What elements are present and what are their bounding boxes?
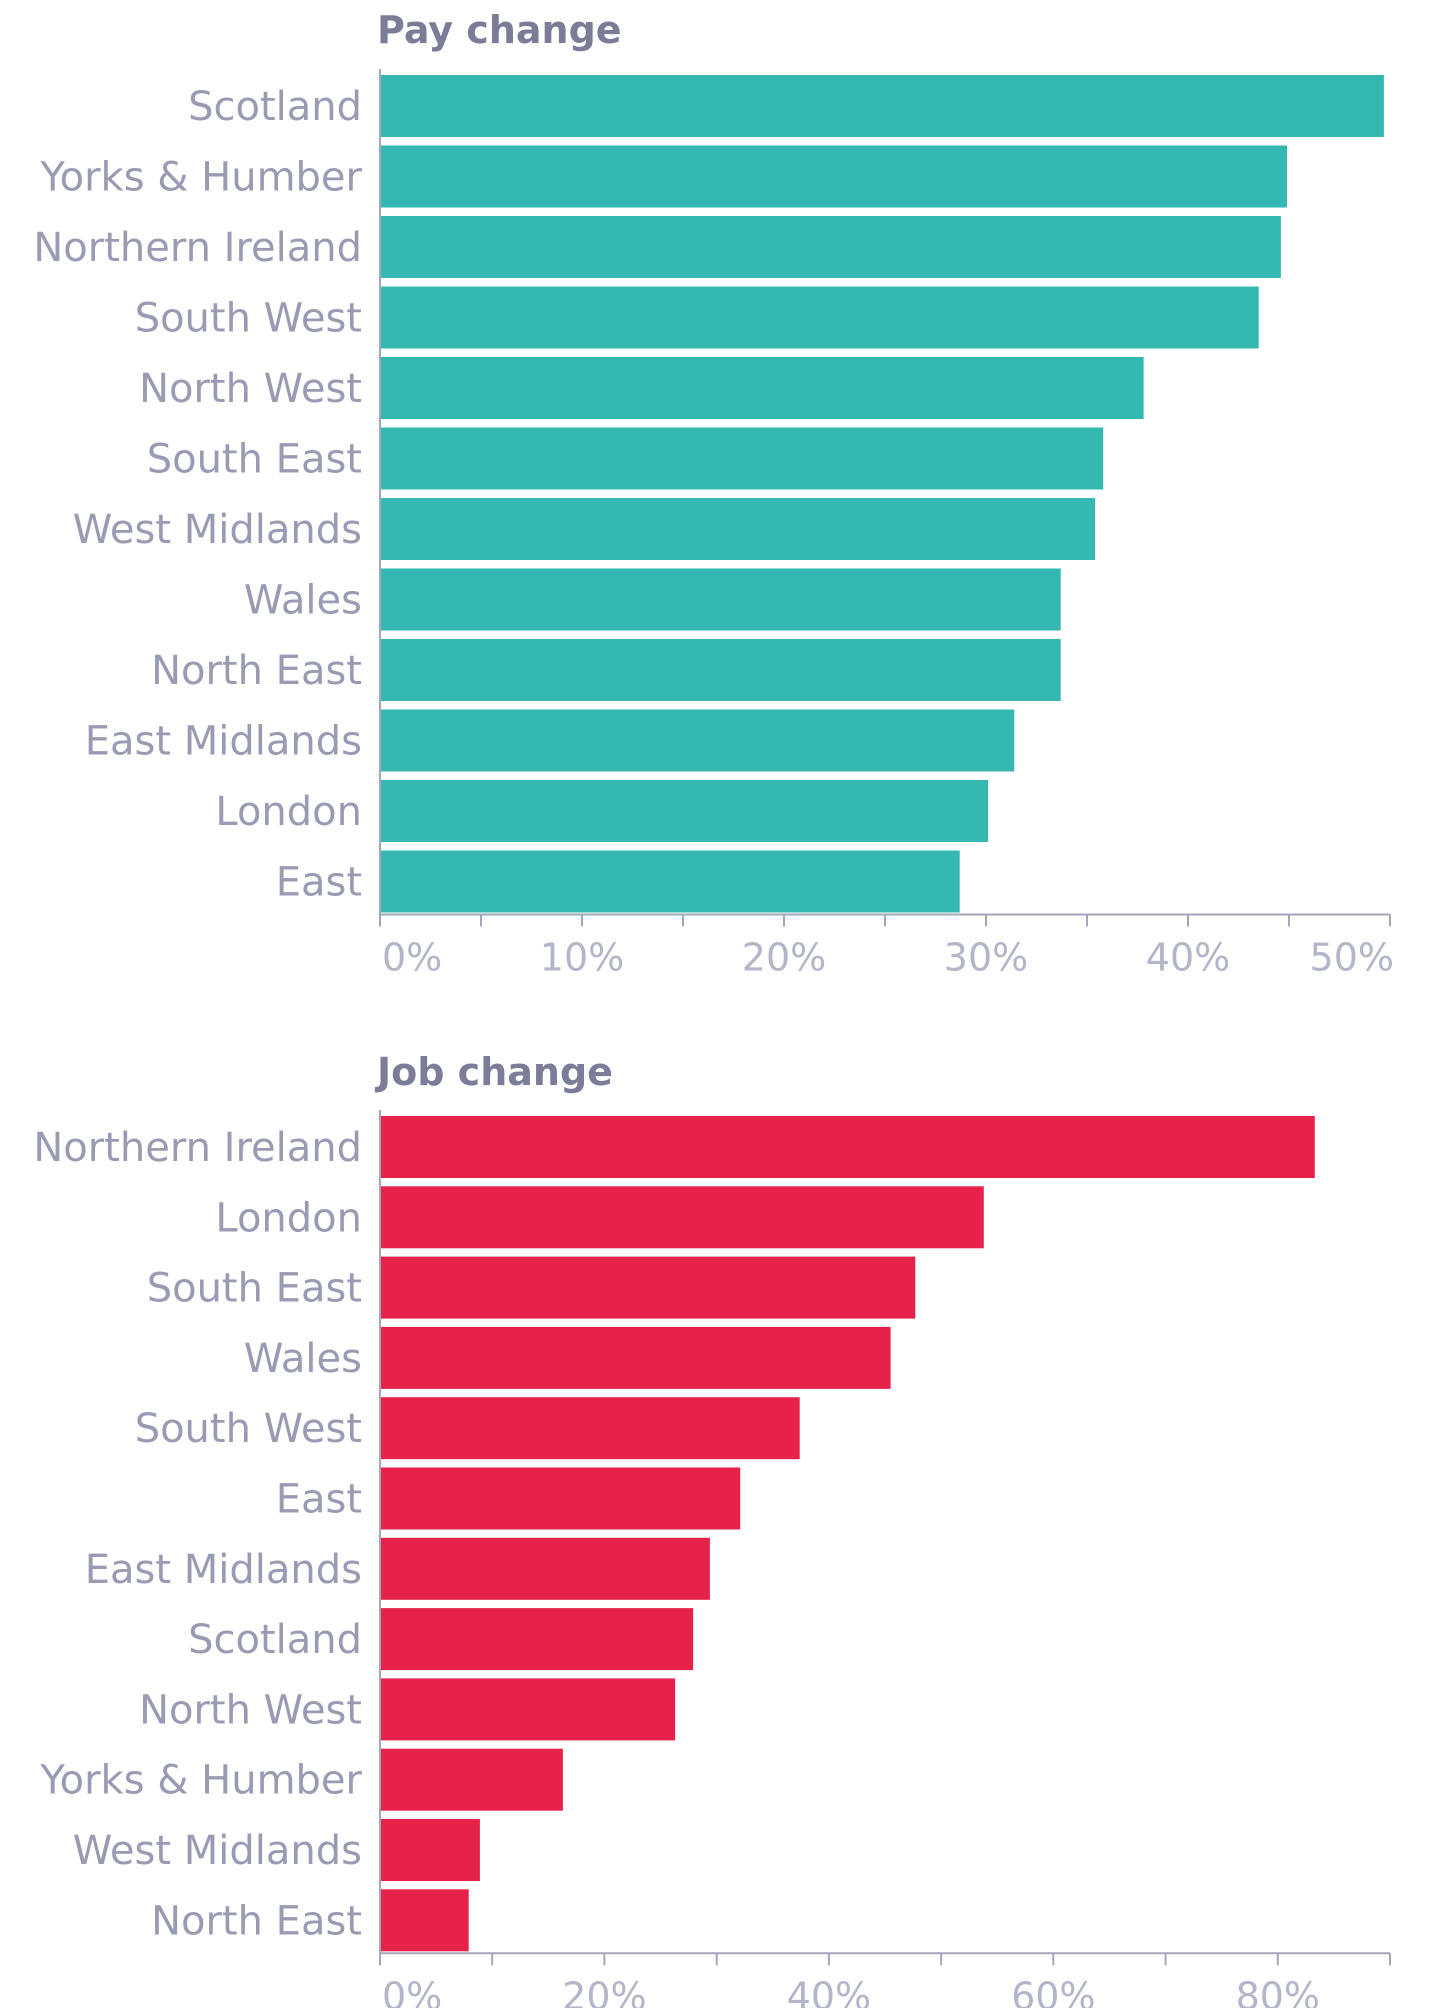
chart-title: Pay change bbox=[377, 8, 622, 52]
category-label: North East bbox=[151, 1898, 362, 1944]
category-label: Scotland bbox=[188, 1617, 362, 1663]
bar bbox=[380, 1116, 1315, 1178]
category-label: West Midlands bbox=[73, 507, 362, 553]
category-label: South West bbox=[135, 1406, 362, 1452]
bar bbox=[380, 216, 1281, 278]
bar bbox=[380, 1608, 694, 1671]
category-label: London bbox=[215, 789, 362, 835]
category-label: Yorks & Humber bbox=[39, 1758, 362, 1804]
bar bbox=[380, 357, 1144, 419]
category-label: South West bbox=[135, 296, 362, 342]
bar bbox=[380, 568, 1061, 631]
bar bbox=[380, 1186, 984, 1249]
bar bbox=[380, 427, 1104, 490]
bar bbox=[380, 709, 1015, 772]
bar bbox=[380, 1467, 741, 1530]
bar bbox=[380, 1819, 480, 1881]
bar bbox=[380, 1256, 916, 1319]
category-label: Scotland bbox=[188, 84, 362, 130]
tick-label: 20% bbox=[562, 1974, 646, 2008]
chart-title: Job change bbox=[377, 1050, 613, 1094]
category-label: South East bbox=[147, 1266, 362, 1312]
bar bbox=[380, 1748, 563, 1811]
bar bbox=[380, 1889, 469, 1952]
tick-label: 30% bbox=[944, 936, 1028, 980]
category-label: North East bbox=[151, 648, 362, 694]
bar bbox=[380, 1678, 676, 1741]
bar bbox=[380, 1397, 800, 1460]
category-label: East bbox=[276, 860, 362, 906]
category-label: Wales bbox=[244, 578, 362, 624]
job-change-plot: Northern Ireland London South East Wales Sou… bbox=[33, 1110, 1391, 2008]
category-label: North West bbox=[139, 366, 362, 412]
category-label: Northern Ireland bbox=[33, 1125, 362, 1171]
tick-label: 10% bbox=[540, 936, 624, 980]
category-label: West Midlands bbox=[73, 1828, 362, 1874]
category-label: East bbox=[276, 1477, 362, 1523]
tick-label: 0% bbox=[382, 936, 442, 980]
category-label: London bbox=[215, 1195, 362, 1241]
tick-label: 60% bbox=[1011, 1974, 1095, 2008]
bar bbox=[380, 1537, 710, 1600]
category-label: Northern Ireland bbox=[33, 225, 362, 271]
category-label: Yorks & Humber bbox=[39, 155, 362, 201]
tick-label: 40% bbox=[1146, 936, 1230, 980]
bar bbox=[380, 639, 1061, 701]
bar bbox=[380, 1326, 891, 1389]
bar bbox=[380, 145, 1287, 208]
tick-label: 80% bbox=[1236, 1974, 1320, 2008]
bar bbox=[380, 780, 988, 842]
bar bbox=[380, 850, 960, 913]
pay-change-plot: Scotland Yorks & Humber Northern Ireland So… bbox=[33, 69, 1394, 980]
category-label: North West bbox=[139, 1687, 362, 1733]
category-label: East Midlands bbox=[85, 1547, 362, 1593]
tick-label: 40% bbox=[787, 1974, 871, 2008]
bar bbox=[380, 498, 1096, 560]
category-label: Wales bbox=[244, 1336, 362, 1382]
tick-label: 0% bbox=[382, 1974, 442, 2008]
category-label: South East bbox=[147, 437, 362, 483]
bar bbox=[380, 286, 1259, 349]
tick-label: 20% bbox=[742, 936, 826, 980]
bar bbox=[380, 75, 1384, 137]
tick-label: 50% bbox=[1310, 936, 1394, 980]
category-label: East Midlands bbox=[85, 719, 362, 765]
